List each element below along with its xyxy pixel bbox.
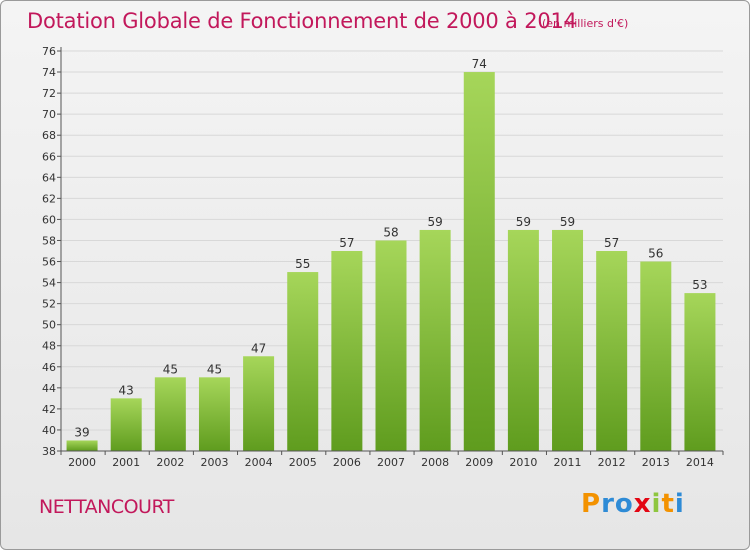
logo-letter: t [661,489,675,519]
x-tick-label: 2002 [156,456,184,469]
data-label: 45 [163,362,178,376]
data-label: 45 [207,362,222,376]
data-label: 55 [295,257,310,271]
x-tick-label: 2005 [289,456,317,469]
data-label: 43 [119,383,134,397]
x-tick-label: 2007 [377,456,405,469]
y-tick-label: 70 [42,108,56,121]
x-tick-label: 2010 [509,456,537,469]
x-tick-label: 2001 [112,456,140,469]
y-tick-label: 74 [42,66,56,79]
data-label: 58 [383,225,398,239]
y-tick-label: 62 [42,192,56,205]
x-tick-label: 2013 [642,456,670,469]
logo-letter: i [651,489,662,519]
logo-letter: o [614,489,634,519]
y-tick-label: 76 [42,45,56,58]
y-tick-label: 38 [42,445,56,458]
logo-letter: P [581,489,602,519]
y-tick-label: 60 [42,213,56,226]
y-tick-label: 68 [42,129,56,142]
bar [463,72,495,451]
bar [154,377,186,451]
y-tick-label: 54 [42,277,56,290]
logo-letter: i [674,489,685,519]
data-label: 47 [251,341,266,355]
x-tick-label: 2004 [245,456,273,469]
town-name: NETTANCOURT [39,496,174,518]
data-label: 53 [692,278,707,292]
data-label: 59 [516,215,531,229]
x-tick-label: 2011 [554,456,582,469]
data-label: 57 [339,236,354,250]
chart-title: Dotation Globale de Fonctionnement de 20… [27,9,577,33]
data-label: 74 [472,57,487,71]
y-tick-label: 56 [42,256,56,269]
y-tick-label: 48 [42,340,56,353]
y-tick-label: 44 [42,382,56,395]
bar [419,229,451,451]
x-tick-label: 2003 [200,456,228,469]
data-label: 59 [560,215,575,229]
bar [640,261,672,451]
bar [198,377,230,451]
y-tick-label: 72 [42,87,56,100]
bars: 39 43 45 45 47 55 57 58 59 74 59 59 57 56 53 [66,57,716,451]
bar [243,356,275,451]
data-label: 59 [427,215,442,229]
y-tick-label: 40 [42,424,56,437]
y-tick-label: 64 [42,171,56,184]
y-tick-label: 42 [42,403,56,416]
bar [684,293,716,451]
x-tick-label: 2008 [421,456,449,469]
bar [110,398,142,451]
x-tick-label: 2009 [465,456,493,469]
bar [507,229,539,451]
y-tick-label: 58 [42,234,56,247]
data-label: 56 [648,247,663,261]
y-tick-label: 50 [42,319,56,332]
x-tick-label: 2014 [686,456,714,469]
chart-subtitle: (en milliers d'€) [542,17,629,30]
logo-letter: r [601,489,615,519]
bar [66,440,98,451]
bar [596,251,628,451]
x-tick-label: 2000 [68,456,96,469]
x-tick-label: 2006 [333,456,361,469]
logo-letter: x [633,489,652,519]
y-tick-label: 66 [42,150,56,163]
x-tick-label: 2012 [598,456,626,469]
bar [287,272,319,451]
data-label: 57 [604,236,619,250]
proxiti-logo: Proxiti [581,489,685,519]
bar [331,251,363,451]
data-label: 39 [74,425,89,439]
y-tick-label: 46 [42,361,56,374]
bar [552,229,584,451]
y-tick-label: 52 [42,298,56,311]
axes: 38 40 42 44 46 48 50 52 54 56 58 60 62 64 66 68 70 72 74 76… [42,45,724,469]
bar [375,240,407,451]
